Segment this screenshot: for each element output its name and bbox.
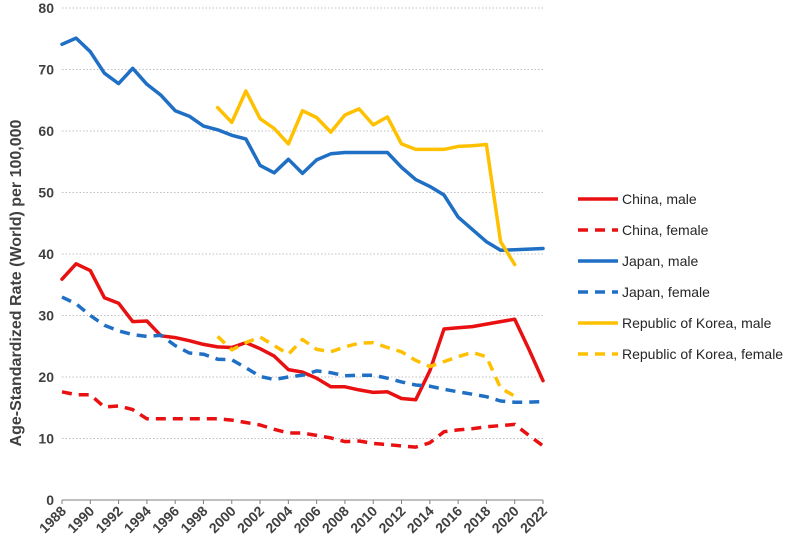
legend-label: Japan, female	[622, 284, 710, 300]
series-line-republic-of-korea-male	[215, 89, 517, 267]
series-lines	[60, 36, 545, 449]
series-line-japan-male	[60, 36, 545, 253]
y-tick-label: 10	[38, 431, 54, 447]
y-tick-label: 40	[38, 246, 54, 262]
x-tick-label: 2006	[290, 503, 323, 536]
legend-label: Republic of Korea, male	[622, 315, 772, 331]
x-tick-label: 2020	[488, 503, 521, 536]
x-tick-label: 1992	[92, 503, 125, 536]
legend-item: Japan, male	[578, 253, 698, 269]
x-tick-labels: 1988199019921994199619982000200220042006…	[36, 503, 550, 536]
legend: China, male China, female Japan, male Japan…	[578, 191, 783, 362]
legend-label: Japan, male	[622, 253, 698, 269]
y-tick-label: 20	[38, 369, 54, 385]
x-tick-label: 2022	[517, 503, 550, 536]
series-line-china-female	[61, 390, 545, 449]
y-tick-labels: 0 10 20 30 40 50 60 70 80	[38, 0, 54, 508]
x-tick-label: 1998	[177, 503, 210, 536]
y-axis-label: Age-Standardized Rate (World) per 100,00…	[8, 119, 25, 446]
x-tick-label: 2016	[432, 503, 465, 536]
legend-label: Republic of Korea, female	[622, 346, 783, 362]
series-line-republic-of-korea-female	[216, 335, 516, 398]
legend-item: Japan, female	[578, 284, 710, 300]
series-line-japan-female	[61, 295, 544, 404]
y-tick-label: 50	[38, 185, 54, 201]
legend-item: China, female	[578, 222, 709, 238]
legend-item: Republic of Korea, male	[578, 315, 772, 331]
x-tick-label: 2002	[234, 503, 267, 536]
series-line-china-male	[60, 262, 545, 402]
legend-item: China, male	[578, 191, 697, 207]
legend-label: China, male	[622, 191, 697, 207]
y-tick-label: 30	[38, 308, 54, 324]
y-tick-label: 60	[38, 123, 54, 139]
x-tick-label: 2008	[319, 503, 352, 536]
x-tick-label: 1996	[149, 503, 182, 536]
y-tick-label: 70	[38, 62, 54, 78]
legend-item: Republic of Korea, female	[578, 346, 783, 362]
x-tick-label: 2012	[375, 503, 408, 536]
y-tick-label: 80	[38, 0, 54, 16]
legend-label: China, female	[622, 222, 709, 238]
x-tick-label: 1990	[64, 503, 97, 536]
x-tick-label: 2000	[206, 503, 239, 536]
axes	[61, 499, 544, 504]
x-tick-label: 1988	[36, 503, 69, 536]
x-tick-label: 1994	[121, 503, 154, 536]
x-tick-label: 2018	[460, 503, 493, 536]
x-tick-label: 2004	[262, 503, 295, 536]
x-tick-label: 2010	[347, 503, 380, 536]
x-tick-label: 2014	[404, 503, 437, 536]
y-tick-label: 0	[46, 492, 54, 508]
